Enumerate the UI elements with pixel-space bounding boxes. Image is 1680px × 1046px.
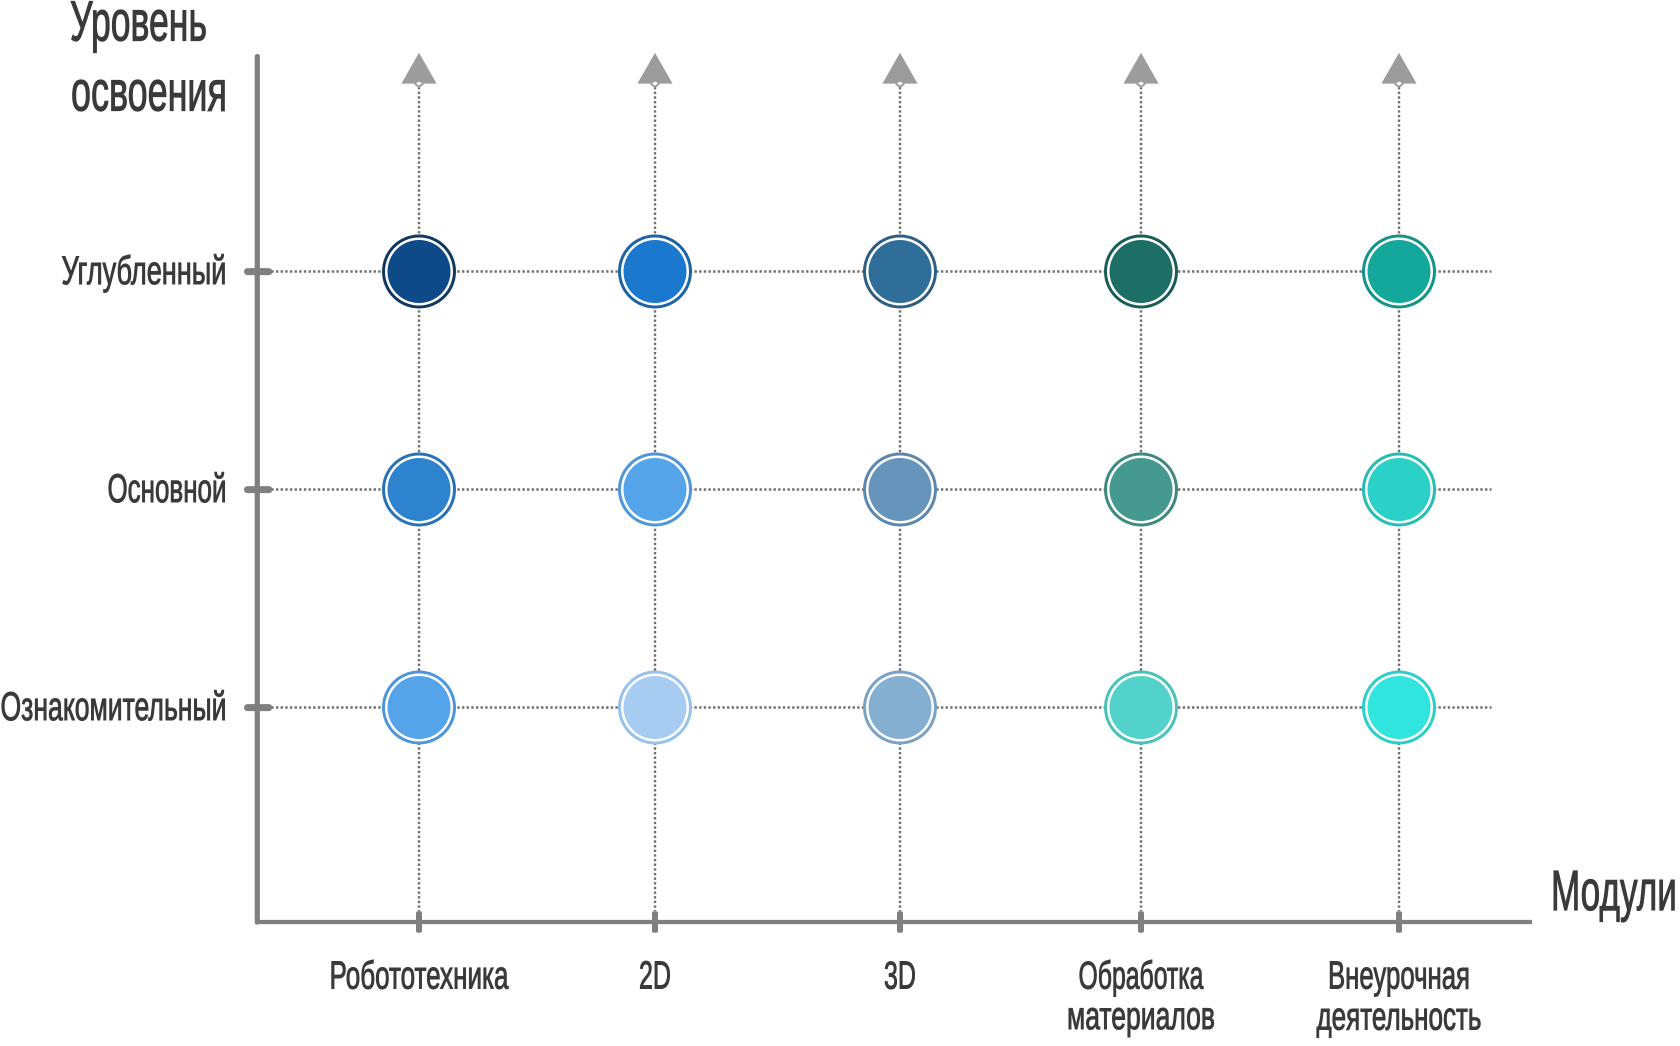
svg-text:Внеурочная: Внеурочная — [1328, 954, 1470, 998]
svg-text:Углубленный: Углубленный — [62, 249, 227, 293]
svg-text:Обработка: Обработка — [1079, 953, 1205, 997]
svg-text:3D: 3D — [884, 953, 916, 997]
svg-text:освоения: освоения — [71, 60, 227, 123]
svg-text:Основной: Основной — [108, 466, 227, 511]
svg-text:Уровень: Уровень — [70, 0, 207, 54]
svg-text:Робототехника: Робототехника — [330, 954, 509, 998]
svg-text:2D: 2D — [639, 953, 671, 997]
svg-text:Ознакомительный: Ознакомительный — [1, 685, 227, 730]
svg-text:деятельность: деятельность — [1317, 995, 1482, 1039]
svg-text:материалов: материалов — [1067, 995, 1215, 1038]
svg-text:Модули: Модули — [1551, 859, 1677, 923]
